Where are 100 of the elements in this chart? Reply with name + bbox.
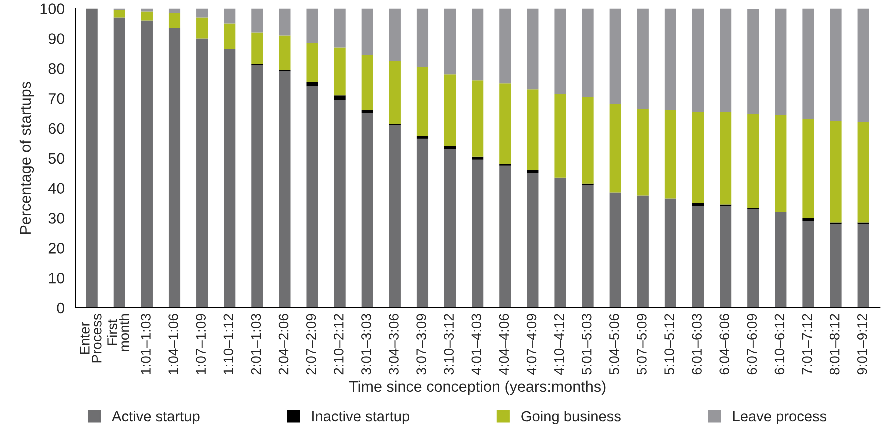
bar <box>306 43 318 82</box>
bar <box>196 18 208 39</box>
x-tick-label: 2:07–2:09 <box>306 314 316 375</box>
bar <box>252 8 264 33</box>
x-tick-label: 4:07–4:09 <box>526 314 537 376</box>
bar <box>334 48 346 96</box>
bar <box>858 224 870 308</box>
bar <box>582 185 594 308</box>
y-tick-label: 80 <box>48 64 65 74</box>
x-tick-label: 3:01–3:03 <box>362 314 372 375</box>
x-tick-label: 1:07–1:09 <box>196 314 206 374</box>
y-tick-label: 10 <box>49 272 65 284</box>
bar <box>279 8 291 36</box>
bar <box>802 218 814 222</box>
bar <box>500 84 512 164</box>
bar <box>858 122 870 223</box>
bar <box>279 36 291 70</box>
x-tick-label: 4:01–4:03 <box>472 314 482 376</box>
y-tick-label: 50 <box>48 153 65 164</box>
bar <box>610 192 622 308</box>
bar <box>720 112 732 205</box>
x-tick-label: 1:01–1:03 <box>141 314 151 374</box>
bar <box>279 72 291 308</box>
legend-label: Active startup <box>112 410 200 425</box>
bar <box>830 121 842 223</box>
bar <box>692 8 704 112</box>
bar <box>500 8 512 84</box>
bar <box>472 160 484 308</box>
bar <box>748 209 760 308</box>
bar <box>637 196 649 308</box>
bar <box>224 49 236 308</box>
bar <box>334 8 346 48</box>
bar <box>830 8 842 121</box>
bar <box>168 13 181 28</box>
legend-label: Going business <box>522 410 621 425</box>
bar <box>416 136 429 139</box>
x-tick-label: 9:01–9:12 <box>857 314 868 375</box>
bar <box>362 114 374 308</box>
y-tick-label: 60 <box>48 123 65 134</box>
bar <box>527 173 539 308</box>
bar <box>444 8 456 75</box>
bar <box>830 224 842 308</box>
x-tick-label: 3:07–3:09 <box>416 314 426 375</box>
legend-label: Inactive startup <box>312 410 410 425</box>
bar <box>775 8 787 116</box>
bar <box>224 24 236 50</box>
bar <box>416 138 429 308</box>
bar <box>362 55 374 111</box>
bar <box>720 8 732 112</box>
x-tick-label: 4:04–4:06 <box>499 314 510 376</box>
bar <box>802 221 814 308</box>
bar <box>664 198 676 308</box>
bar <box>306 86 318 308</box>
bar <box>802 8 814 120</box>
x-tick-label: 6:04–6:06 <box>720 314 730 375</box>
bar <box>472 156 484 160</box>
bar <box>720 206 732 308</box>
x-tick-label: 7:01–7:12 <box>802 314 812 375</box>
x-tick-label: 6:07–6:09 <box>747 314 758 375</box>
bar <box>196 8 208 18</box>
bar <box>416 67 429 136</box>
y-tick-label: 70 <box>48 93 65 104</box>
x-tick-label: 2:04–2:06 <box>278 314 289 375</box>
bar <box>610 8 622 105</box>
x-tick-label: Enter Process <box>80 314 102 363</box>
bar <box>141 20 153 308</box>
bar <box>444 146 456 150</box>
bar <box>168 8 181 14</box>
bar <box>252 66 264 308</box>
bar <box>802 120 814 218</box>
bar <box>692 206 704 308</box>
x-tick-label: 1:10–1:12 <box>224 314 234 374</box>
bar <box>692 203 704 206</box>
x-tick-label: First month <box>107 314 130 352</box>
bar <box>168 28 181 308</box>
bar <box>224 8 236 24</box>
bar <box>554 8 566 94</box>
bar <box>775 212 787 308</box>
bar <box>637 109 649 196</box>
x-axis-title: Time since conception (years:months) <box>349 380 606 396</box>
bar <box>664 110 676 199</box>
x-tick-label: 5:04–5:06 <box>609 314 620 375</box>
x-tick-label: 4:10–4:12 <box>554 314 564 376</box>
bar <box>334 96 346 100</box>
bar <box>554 94 566 178</box>
bar <box>114 10 126 18</box>
y-tick-label: 0 <box>57 302 65 314</box>
bar <box>610 104 622 193</box>
bar <box>664 8 676 111</box>
bar <box>444 149 456 308</box>
x-tick-label: 5:10–5:12 <box>664 314 674 375</box>
y-tick-label: 100 <box>40 4 65 14</box>
y-axis-title: Percentage of startups <box>20 82 34 234</box>
x-tick-label: 1:04–1:06 <box>168 314 178 374</box>
bar <box>692 112 704 204</box>
y-tick-label: 30 <box>48 213 65 224</box>
bar <box>86 8 98 308</box>
bar <box>306 8 318 44</box>
x-tick-label: 3:10–3:12 <box>444 314 454 375</box>
bar <box>444 74 456 146</box>
